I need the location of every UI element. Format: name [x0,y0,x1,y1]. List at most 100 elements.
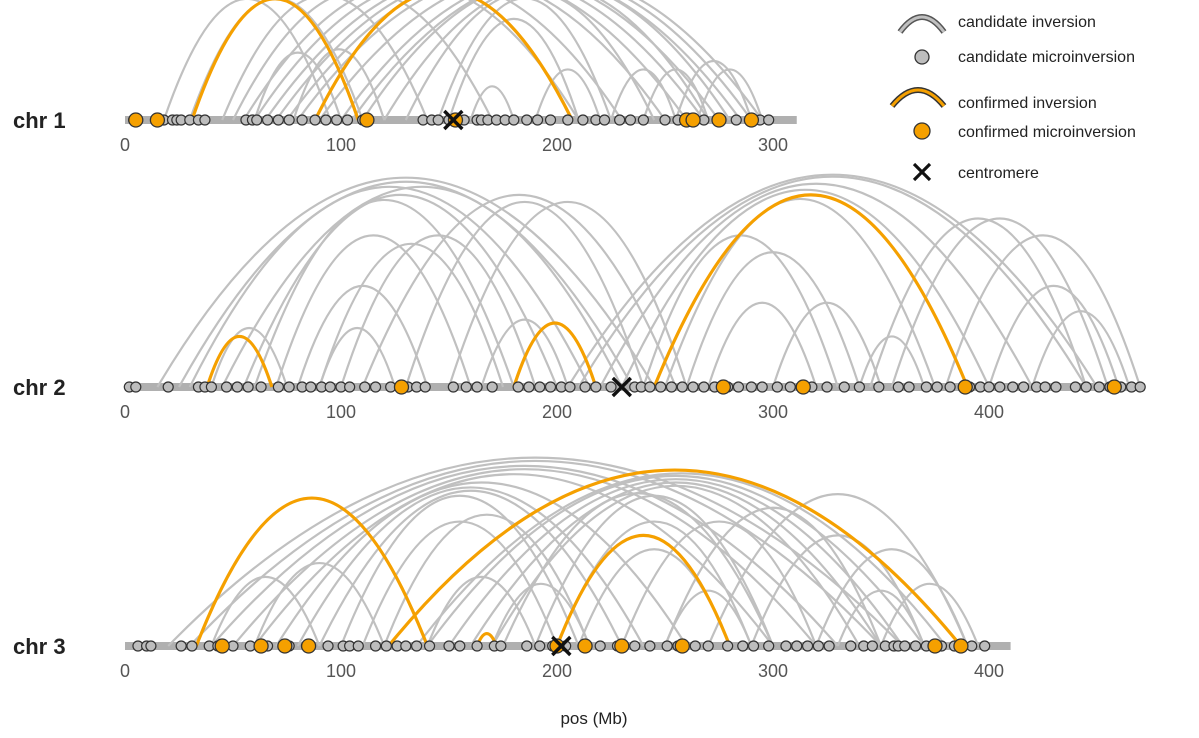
candidate-microinversion-point [771,381,783,393]
candidate-inversion-arc [188,460,882,647]
candidate-microinversion-point [763,114,775,126]
tick-label: 200 [542,661,572,681]
tick-label: 100 [326,402,356,422]
tick-label: 400 [974,402,1004,422]
candidate-microinversion-point [534,640,546,652]
confirmed-microinversion-point [685,112,701,128]
candidate-microinversion-point [605,381,617,393]
candidate-inversion-arc [318,242,505,388]
candidate-microinversion-point [730,114,742,126]
confirmed-inversion-arc [194,496,429,647]
candidate-microinversion-point [659,114,671,126]
candidate-microinversion-point [261,114,274,126]
confirmed-microinversion-point [743,112,760,128]
confirmed-inversion-arc [652,193,969,388]
candidate-microinversion-point [544,114,557,126]
candidate-microinversion-point [175,640,187,652]
candidate-inversion-arc [836,589,926,647]
candidate-microinversion-point [1069,381,1082,393]
candidate-microinversion-point [380,640,392,652]
candidate-microinversion-point [242,381,254,393]
x-axis-ticks: 0 100 200 300 [120,135,788,155]
legend-confirmed-microinversion-swatch [913,122,931,140]
confirmed-microinversion-point [277,638,293,654]
candidate-microinversion-point [1017,381,1030,393]
candidate-inversion-arc [264,0,666,121]
legend-centromere-label: centromere [958,165,1039,182]
candidate-inversion-arc [426,575,537,647]
candidate-inversion-arc [221,185,623,388]
confirmed-microinversion-point [927,638,943,654]
confirmed-microinversion-point [674,638,690,654]
candidate-microinversion-point [162,381,174,393]
tick-label: 100 [326,135,356,155]
candidate-microinversion-point [534,381,546,393]
candidate-inversion-arc [750,534,926,647]
candidate-inversion-arc [501,492,775,647]
candidate-microinversion-point [130,381,142,393]
candidate-inversion-arc [534,68,602,121]
candidate-microinversion-point [512,381,524,393]
legend-confirmed-microinversion-label: confirmed microinversion [958,124,1136,141]
candidate-inversion-arc [210,464,839,647]
candidate-inversion-arc [879,582,980,647]
candidate-microinversion-point [320,114,332,126]
candidate-microinversion-point [590,381,602,393]
legend-confirmed-inversion-label: confirmed inversion [958,95,1097,112]
candidate-inversion-arc [361,193,677,388]
candidate-inversion-arc [426,474,926,647]
candidate-inversion-arc [296,285,429,388]
candidate-inversion-arc [253,0,623,121]
candidate-inversion-arc [350,0,764,121]
candidate-microinversion-point [419,381,431,393]
candidate-inversion-arc [987,285,1120,388]
candidate-microinversion-point [676,381,688,393]
candidate-microinversion-point [577,114,589,126]
candidate-microinversion-point [838,381,850,393]
candidate-microinversion-point [471,381,483,393]
candidate-microinversion-point [296,114,308,126]
candidate-microinversion-point [737,640,749,652]
candidate-inversion-arc [253,473,774,647]
confirmed-microinversion-point [953,638,969,654]
candidate-microinversion-point [598,114,611,126]
candidate-microinversion-point [359,381,371,393]
arcs [156,173,1142,388]
candidate-microinversion-point [305,381,317,393]
candidate-microinversion-point [644,381,656,393]
tick-label: 0 [120,661,130,681]
tick-label: 200 [542,135,572,155]
legend: candidate inversion candidate microinver… [889,14,1136,182]
candidate-inversion-arc [156,176,656,388]
candidate-microinversion-point [341,114,354,126]
candidate-microinversion-point [983,381,995,393]
candidate-microinversion-point [255,381,267,393]
candidate-microinversion-point [994,381,1006,393]
chromosome-label: chr 1 [13,108,66,133]
candidate-microinversion-point [866,640,878,652]
candidate-microinversion-point [784,381,796,393]
tick-label: 100 [326,661,356,681]
candidate-inversion-arc [534,494,775,647]
arcs [167,456,980,648]
legend-candidate-inversion-swatch-inner [898,15,946,33]
chromosome-label: chr 3 [13,634,66,659]
chromosome-label: chr 2 [13,375,66,400]
candidate-inversion-arc [620,520,818,647]
candidate-inversion-arc [469,85,515,121]
candidate-microinversion-point [283,114,295,126]
candidate-microinversion-point [220,381,233,393]
centromere-marker [443,109,464,131]
candidate-microinversion-point [780,640,792,652]
candidate-microinversion-point [920,381,932,393]
candidate-microinversion-point [689,640,701,652]
confirmed-microinversion-point [393,379,410,395]
confirmed-microinversion-point [795,379,811,395]
candidate-microinversion-point [1080,381,1092,393]
candidate-microinversion-point [873,381,885,393]
candidate-inversion-arc [469,481,882,647]
candidate-microinversion-point [521,640,533,652]
candidate-inversion-arc [890,217,1109,388]
